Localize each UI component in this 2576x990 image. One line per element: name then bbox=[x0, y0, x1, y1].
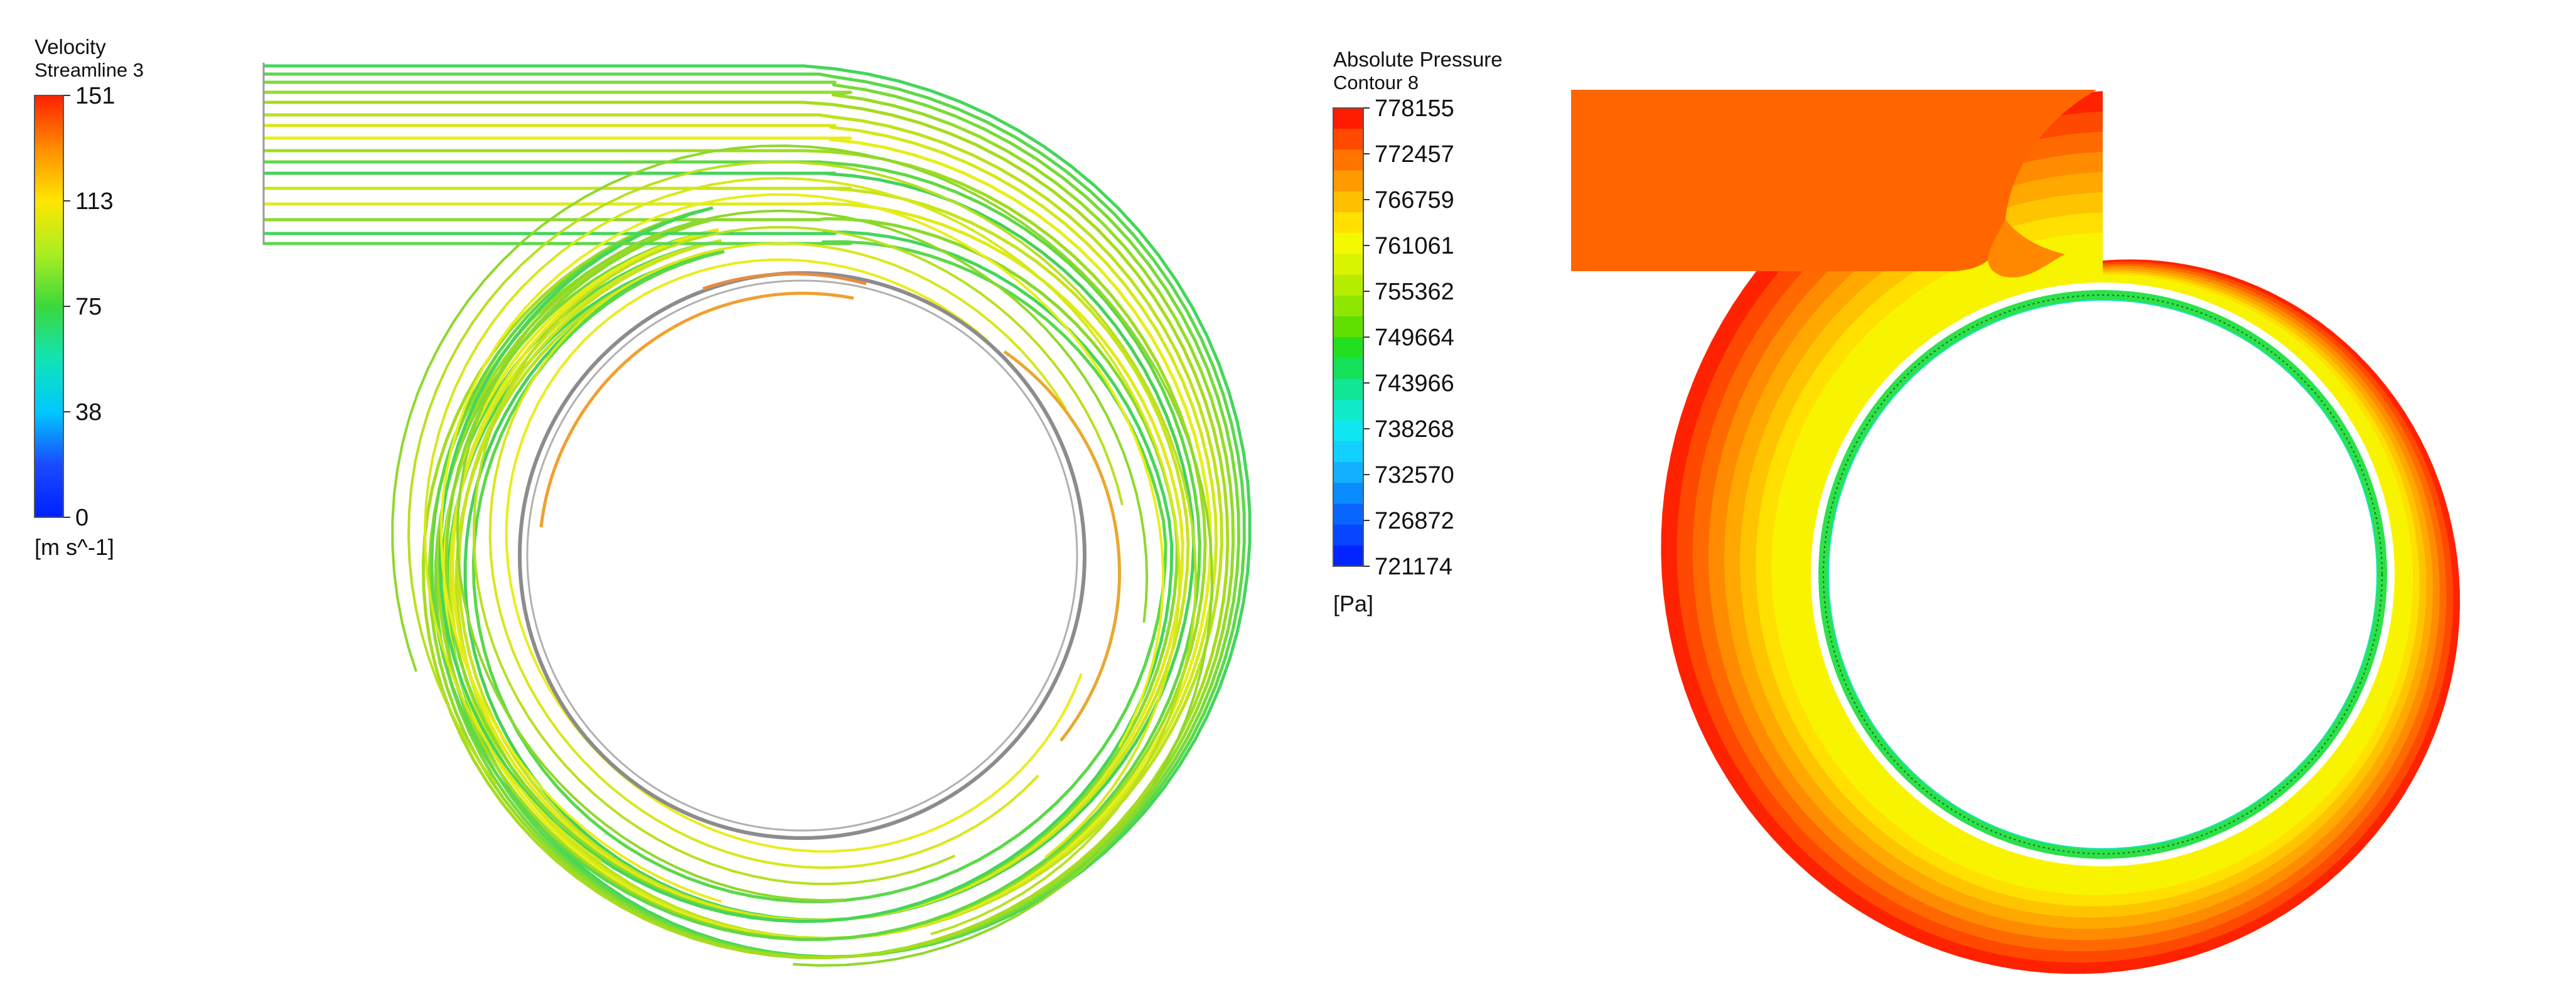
velocity-legend-ticks: 151 113 75 38 0 bbox=[63, 83, 115, 531]
velocity-legend-title: Velocity bbox=[35, 35, 106, 58]
streamline bbox=[264, 171, 1196, 922]
pressure-tongue-region bbox=[1988, 220, 2065, 277]
pressure-colorbar-band bbox=[1333, 149, 1363, 171]
impeller-streak-orange-2 bbox=[1003, 350, 1121, 742]
streamline-inner-loop bbox=[391, 144, 1213, 967]
pressure-tick-label: 778155 bbox=[1375, 95, 1454, 122]
streamlines-group bbox=[264, 64, 1252, 967]
pressure-legend-ticks: 778155 772457 766759 761061 755362 749664 7439… bbox=[1363, 95, 1454, 580]
pressure-colorbar-band bbox=[1333, 212, 1363, 234]
velocity-streamline-panel bbox=[262, 63, 1252, 967]
pressure-colorbar-band bbox=[1333, 420, 1363, 442]
streamline bbox=[264, 240, 1167, 903]
pressure-colorbar-band bbox=[1333, 379, 1363, 401]
pressure-legend: Absolute Pressure Contour 8 778155 772457… bbox=[1333, 48, 1503, 616]
impeller-outline bbox=[518, 271, 1087, 840]
pressure-impeller-ring-inner bbox=[1828, 299, 2378, 849]
pressure-tick-label: 738268 bbox=[1375, 416, 1454, 443]
pressure-colorbar-band bbox=[1333, 337, 1363, 358]
pressure-colorbar bbox=[1333, 108, 1363, 567]
pressure-colorbar-band bbox=[1333, 254, 1363, 275]
velocity-colorbar bbox=[34, 95, 64, 518]
pressure-colorbar-band bbox=[1333, 524, 1363, 546]
velocity-legend-unit: [m s^-1] bbox=[35, 534, 114, 560]
pressure-tick-label: 766759 bbox=[1375, 187, 1454, 213]
pressure-colorbar-band bbox=[1333, 483, 1363, 504]
pressure-colorbar-band bbox=[1333, 108, 1363, 129]
pressure-colorbar-band bbox=[1333, 129, 1363, 150]
pressure-tick-label: 726872 bbox=[1375, 508, 1454, 534]
impeller-outline-inner bbox=[526, 279, 1078, 832]
velocity-tick-label: 113 bbox=[75, 188, 114, 215]
velocity-tick-label: 151 bbox=[75, 83, 115, 109]
streamline-inner-loop bbox=[439, 193, 1165, 903]
pressure-colorbar-band bbox=[1333, 503, 1363, 525]
pressure-colorbar-band bbox=[1333, 233, 1363, 254]
pressure-colorbar-band bbox=[1333, 295, 1363, 317]
pressure-colorbar-band bbox=[1333, 274, 1363, 296]
velocity-legend-subtitle: Streamline 3 bbox=[35, 59, 144, 81]
pressure-tick-label: 732570 bbox=[1375, 462, 1454, 488]
pressure-impeller-core bbox=[1833, 304, 2373, 844]
pressure-tick-label: 749664 bbox=[1375, 325, 1454, 351]
pressure-legend-subtitle: Contour 8 bbox=[1333, 72, 1419, 94]
impeller-streak-orange-3 bbox=[702, 272, 867, 291]
pressure-contour-panel bbox=[1571, 90, 2461, 974]
pressure-tick-label: 772457 bbox=[1375, 141, 1454, 168]
pressure-colorbar-band bbox=[1333, 462, 1363, 483]
streamline-inner-loop bbox=[456, 209, 1149, 902]
streamline-inner-loop bbox=[472, 225, 1124, 886]
velocity-tick-label: 38 bbox=[75, 399, 102, 426]
velocity-tick-label: 0 bbox=[75, 505, 89, 531]
pressure-inlet-duct bbox=[1571, 90, 2096, 271]
pressure-colorbar-band bbox=[1333, 316, 1363, 338]
pressure-colorbar-band bbox=[1333, 545, 1363, 567]
pressure-tick-label: 743966 bbox=[1375, 370, 1454, 397]
pressure-legend-title: Absolute Pressure bbox=[1333, 48, 1503, 71]
streamline-inner-loop bbox=[488, 242, 1067, 869]
pressure-impeller-ring-edge bbox=[1823, 294, 2383, 854]
impeller-streak-orange bbox=[539, 291, 854, 528]
streamline bbox=[264, 100, 1230, 960]
pressure-tick-label: 755362 bbox=[1375, 279, 1454, 305]
pressure-colorbar-band bbox=[1333, 358, 1363, 379]
pressure-legend-unit: [Pa] bbox=[1333, 591, 1373, 616]
pressure-colorbar-band bbox=[1333, 399, 1363, 421]
streamline-inner-loop bbox=[423, 176, 1181, 863]
streamline-inner-loop bbox=[407, 161, 1198, 936]
velocity-legend: Velocity Streamline 3 151 113 75 38 0 [m s^-… bbox=[34, 35, 144, 560]
pressure-colorbar-band bbox=[1333, 170, 1363, 192]
velocity-tick-label: 75 bbox=[75, 294, 102, 320]
streamline bbox=[264, 206, 1174, 923]
pressure-tick-label: 761061 bbox=[1375, 233, 1454, 259]
pressure-colorbar-band bbox=[1333, 191, 1363, 213]
streamline-inner-loop bbox=[505, 258, 1083, 853]
pressure-tick-label: 721174 bbox=[1375, 554, 1452, 580]
pressure-colorbar-band bbox=[1333, 441, 1363, 463]
